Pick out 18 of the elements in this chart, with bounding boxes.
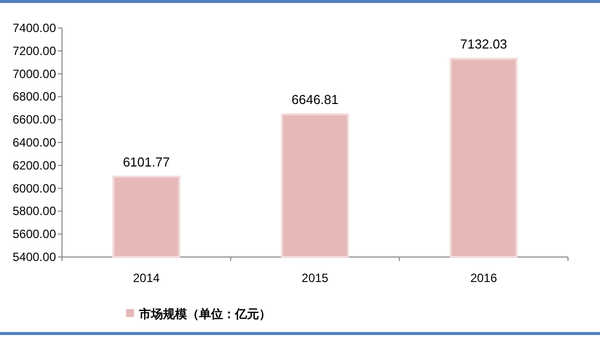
x-tick-label: 2015 xyxy=(302,271,329,285)
data-label: 6101.77 xyxy=(122,154,170,170)
x-tick-label: 2016 xyxy=(470,271,498,285)
data-label: 6646.81 xyxy=(292,92,338,108)
y-tick-label: 6200.00 xyxy=(12,158,56,172)
y-tick-label: 6600.00 xyxy=(12,112,56,127)
legend: 市场规模（单位：亿元） xyxy=(126,307,271,321)
x-tick-label: 2014 xyxy=(132,271,160,285)
y-tick-label: 7200.00 xyxy=(12,44,56,58)
y-tick-label: 6000.00 xyxy=(12,181,56,196)
y-tick-label: 7400.00 xyxy=(12,21,56,35)
y-tick-label: 7000.00 xyxy=(12,66,56,81)
data-label: 7132.03 xyxy=(460,36,508,52)
y-tick-label: 5600.00 xyxy=(12,227,56,242)
y-tick-label: 6400.00 xyxy=(12,136,56,150)
y-tick-label: 5800.00 xyxy=(12,204,56,218)
y-tick-label: 6800.00 xyxy=(12,90,56,104)
y-tick-label: 5400.00 xyxy=(12,250,56,264)
